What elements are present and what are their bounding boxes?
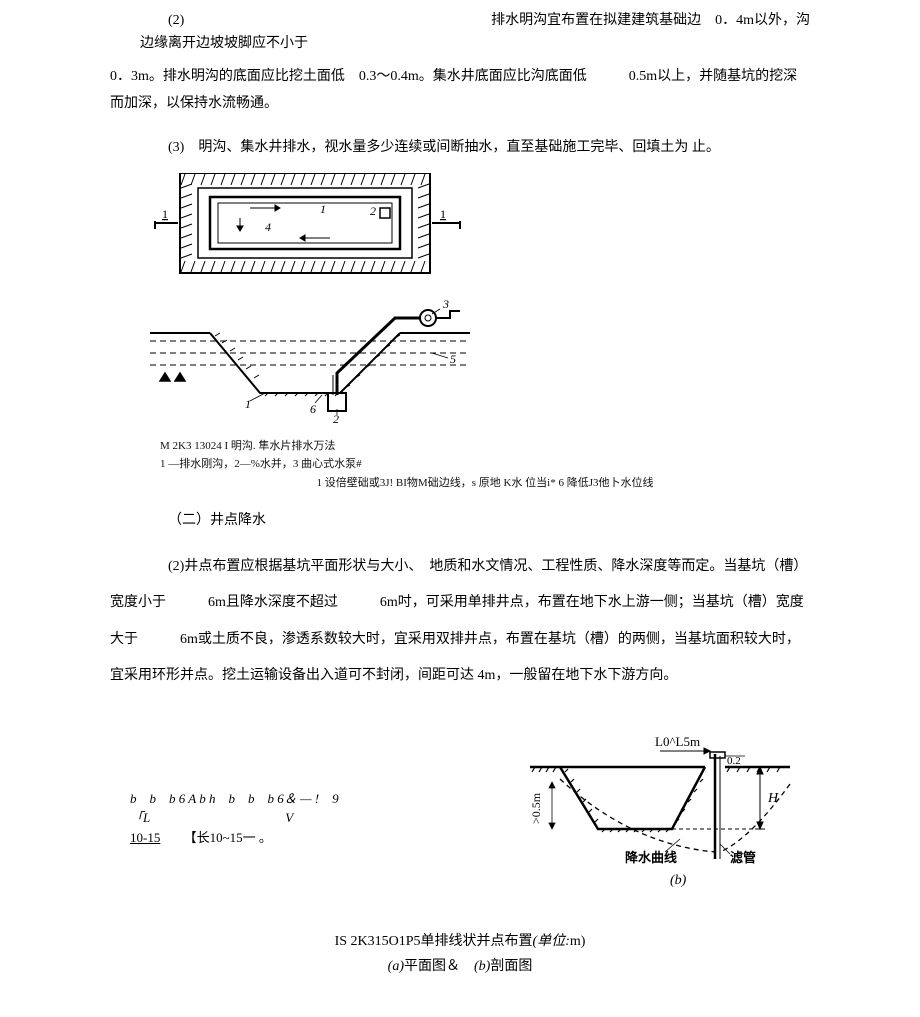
para-wellpoint: (2)井点布置应根据基坑平面形状与大小、 地质和水文情况、工程性质、降水深度等而… xyxy=(110,549,810,695)
figure-2-left-formula: b b b 6 A b h b b b 6＆ — ! 9 「L V 10-15 … xyxy=(110,789,530,848)
formula-line2: 「L V xyxy=(130,808,530,828)
fig1-caption-a: M 2K3 13024 I 明沟. 隼水片排水万法 xyxy=(110,438,810,456)
svg-text:3: 3 xyxy=(442,297,449,311)
svg-text:滤管: 滤管 xyxy=(730,850,756,865)
svg-text:1: 1 xyxy=(162,207,168,221)
svg-text:2: 2 xyxy=(333,412,339,426)
fig1-caption-b: 1 —排水刚沟，2—%水并，3 曲心式水泵# xyxy=(110,456,810,474)
fig2-cap1a: IS 2K315O1P5单排线状并点布置 xyxy=(335,934,533,949)
figure-2-row: b b b 6 A b h b b b 6＆ — ! 9 「L V 10-15 … xyxy=(110,734,810,901)
svg-text:1: 1 xyxy=(440,207,446,221)
para-3: (3) 明沟、集水井排水，视水量多少连续或间断抽水，直至基础施工完毕、回填土为 … xyxy=(110,137,810,158)
para-2-block: (2) 排水明沟宜布置在拟建建筑基础边 0．4m以外，沟 边缘离开边坡坡脚应不小… xyxy=(110,10,810,54)
para-2-line2: 边缘离开边坡坡脚应不小于 xyxy=(110,33,810,54)
svg-text:1: 1 xyxy=(320,202,326,216)
svg-text:L0^L5m: L0^L5m xyxy=(655,734,700,749)
svg-text:(b): (b) xyxy=(670,873,687,888)
svg-text:降水曲线: 降水曲线 xyxy=(625,850,677,865)
section-2-head: （二）井点降水 xyxy=(110,510,810,531)
fig2-cap1b: (单位: xyxy=(533,934,570,949)
para-2-body: 0．3m。排水明沟的底面应比挖土面低 0.3〜0.4m。集水井底面应比沟底面低 … xyxy=(110,64,810,117)
formula-length: 【长10~15一 。 xyxy=(184,830,272,845)
figure-2-right: L0^L5m 0.2 xyxy=(530,734,810,901)
para-2-line1: (2) 排水明沟宜布置在拟建建筑基础边 0．4m以外，沟 xyxy=(110,10,810,31)
svg-text:1: 1 xyxy=(245,397,251,411)
fig2-caption-1: IS 2K315O1P5单排线状并点布置(单位:m) xyxy=(110,931,810,952)
svg-text:2: 2 xyxy=(370,204,376,218)
svg-text:4: 4 xyxy=(265,220,271,234)
figure-1-svg: 1 2 4 1 1 xyxy=(150,173,490,428)
figure-1: 1 2 4 1 1 xyxy=(110,173,810,428)
fig2-caption-2: (a)平面图＆ (b)剖面图 xyxy=(110,956,810,977)
para-2-num: (2) xyxy=(168,10,184,31)
gap xyxy=(184,10,491,31)
svg-text:H: H xyxy=(767,791,779,806)
svg-text:>0.5m: >0.5m xyxy=(530,793,543,825)
formula-line1: b b b 6 A b h b b b 6＆ — ! 9 xyxy=(130,789,530,809)
svg-text:0.2: 0.2 xyxy=(727,755,741,767)
formula-10-15: 10-15 xyxy=(130,830,160,845)
fig2-cap2c: (b) xyxy=(474,959,490,974)
fig2-cap1c: m) xyxy=(570,934,586,949)
fig1-caption-c: 1 设倍壁础或3J! BI物M础边线，s 原地 K水 位当i* 6 降低J3他卜… xyxy=(110,475,810,492)
figure-2-svg: L0^L5m 0.2 xyxy=(530,734,800,894)
fig2-cap2a: (a) xyxy=(388,959,404,974)
para-wellpoint-text: (2)井点布置应根据基坑平面形状与大小、 地质和水文情况、工程性质、降水深度等而… xyxy=(110,559,807,683)
fig2-cap2b: 平面图＆ xyxy=(404,959,460,974)
para-2-right: 排水明沟宜布置在拟建建筑基础边 0．4m以外，沟 xyxy=(491,10,810,31)
svg-text:6: 6 xyxy=(310,402,316,416)
fig2-cap2d: 剖面图 xyxy=(490,959,532,974)
formula-line3: 10-15 【长10~15一 。 xyxy=(130,828,530,848)
svg-text:5: 5 xyxy=(450,352,456,366)
